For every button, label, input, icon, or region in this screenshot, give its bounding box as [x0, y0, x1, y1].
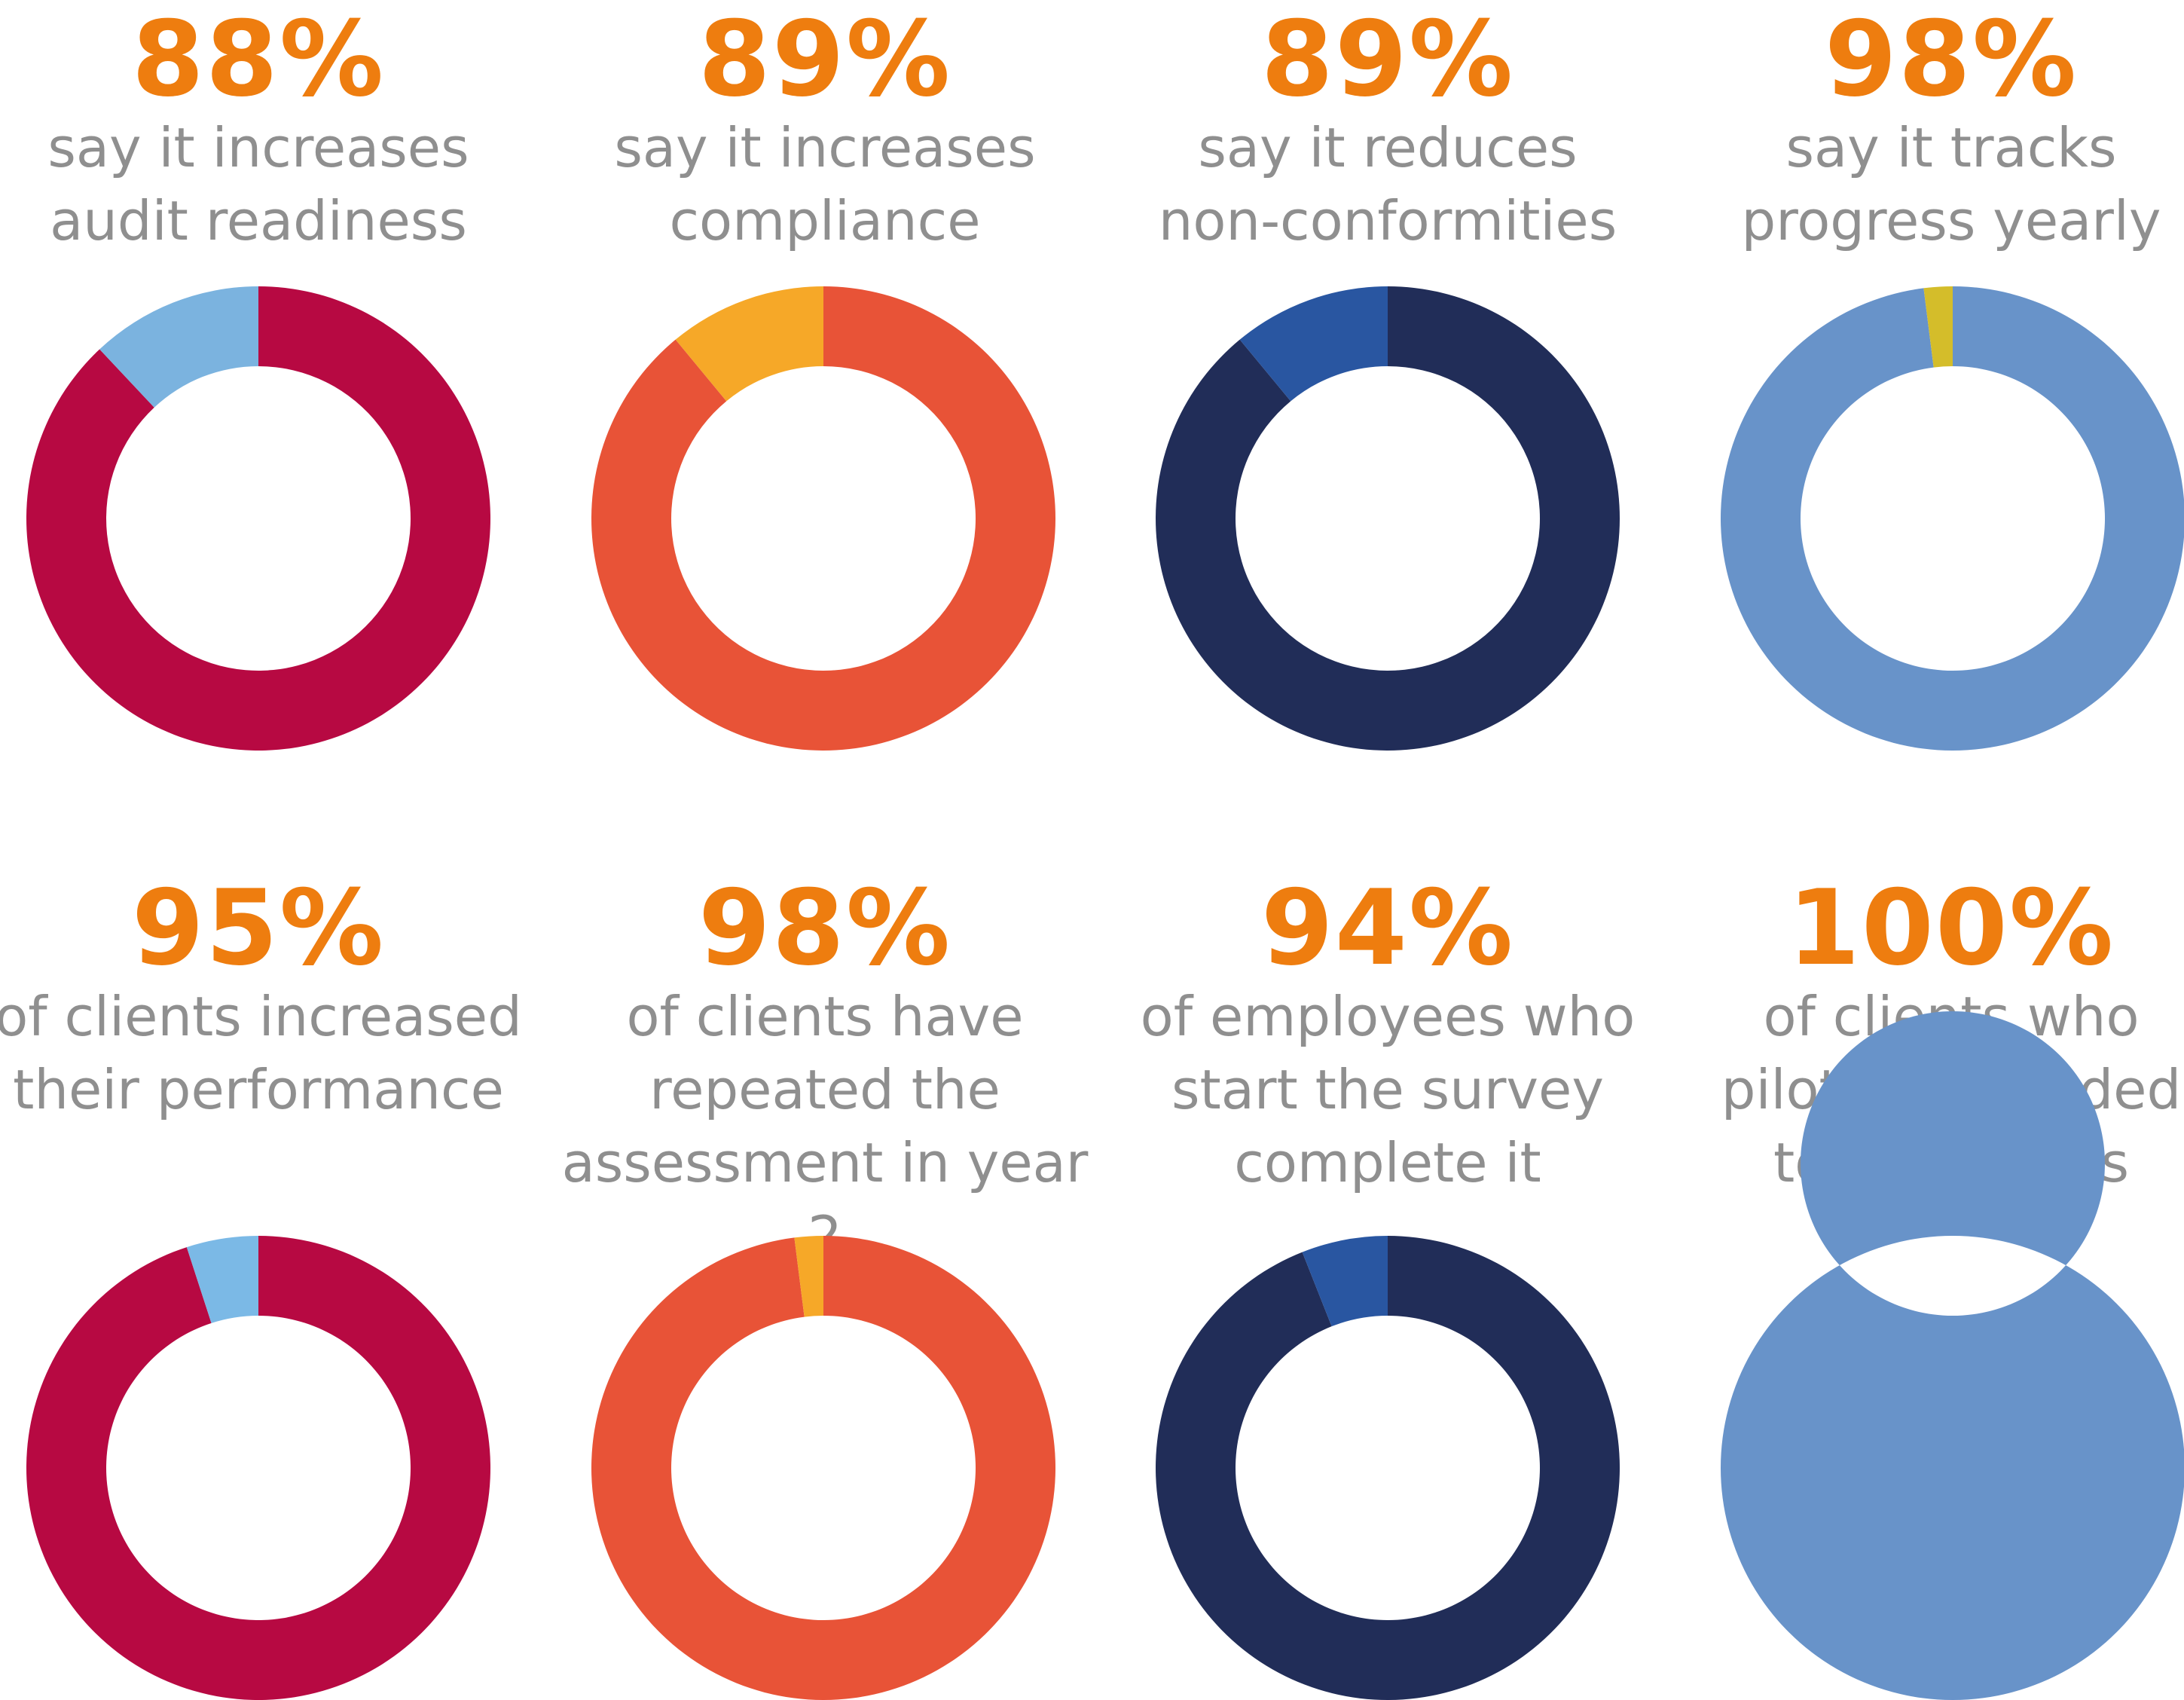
stat-description: say it reduces non-conformities — [1158, 116, 1617, 252]
stat-6: 98% of clients have repeated the assessm… — [554, 876, 1096, 1273]
donut-slice-primary — [1156, 1236, 1620, 1700]
stat-percentage: 89% — [698, 0, 952, 120]
donut-slice-primary — [26, 286, 490, 751]
donut-slice-remainder — [99, 286, 258, 408]
donut-chart — [1721, 286, 2184, 751]
stat-4: 98% say it tracks progress yearly — [1680, 8, 2184, 258]
donut-slice-primary — [591, 286, 1055, 751]
donut-chart — [26, 286, 490, 751]
donut-chart — [1156, 1236, 1620, 1700]
donut-chart — [26, 1235, 490, 1700]
donut-slice-remainder — [675, 286, 823, 402]
donut-slice-primary — [591, 1236, 1056, 1700]
stat-description: say it increases audit readiness — [47, 116, 469, 252]
stat-description: of employees who start the survey comple… — [1140, 985, 1636, 1194]
stat-description: say it increases compliance — [614, 116, 1036, 252]
stat-percentage: 94% — [1260, 867, 1515, 989]
donut-slice-remainder — [1302, 1236, 1388, 1327]
donut-slice-remainder — [1923, 286, 1953, 368]
stat-description: of clients have repeated the assessment … — [561, 985, 1089, 1267]
stat-7: 94% of employees who start the survey co… — [1116, 876, 1659, 1200]
stat-3: 89% say it reduces non-conformities — [1116, 8, 1659, 258]
donut-slice-primary — [1721, 286, 2184, 751]
stat-percentage: 98% — [698, 867, 952, 989]
stat-description: of clients increased their performance — [0, 985, 522, 1121]
stat-percentage: 95% — [131, 867, 386, 989]
donut-chart — [591, 1236, 1056, 1700]
stat-percentage: 89% — [1260, 0, 1515, 120]
donut-slice-primary — [26, 1236, 490, 1700]
donut-chart — [591, 286, 1055, 751]
donut-slice-remainder — [186, 1235, 258, 1323]
donut-chart — [1721, 1011, 2184, 1700]
donut-slice-remainder — [794, 1236, 823, 1317]
donut-slice-remainder — [1239, 286, 1388, 402]
stat-percentage: 88% — [131, 0, 386, 120]
stat-5: 95% of clients increased their performan… — [0, 876, 530, 1127]
donut-chart — [1156, 286, 1620, 751]
stat-1: 88% say it increases audit readiness — [0, 8, 530, 258]
donut-slice-primary — [1156, 286, 1620, 751]
stat-2: 89% say it increases compliance — [554, 8, 1096, 258]
stat-percentage: 100% — [1787, 867, 2115, 989]
donut-slice-primary — [1721, 1011, 2184, 1700]
stat-description: say it tracks progress yearly — [1741, 116, 2161, 252]
stat-percentage: 98% — [1824, 0, 2079, 120]
